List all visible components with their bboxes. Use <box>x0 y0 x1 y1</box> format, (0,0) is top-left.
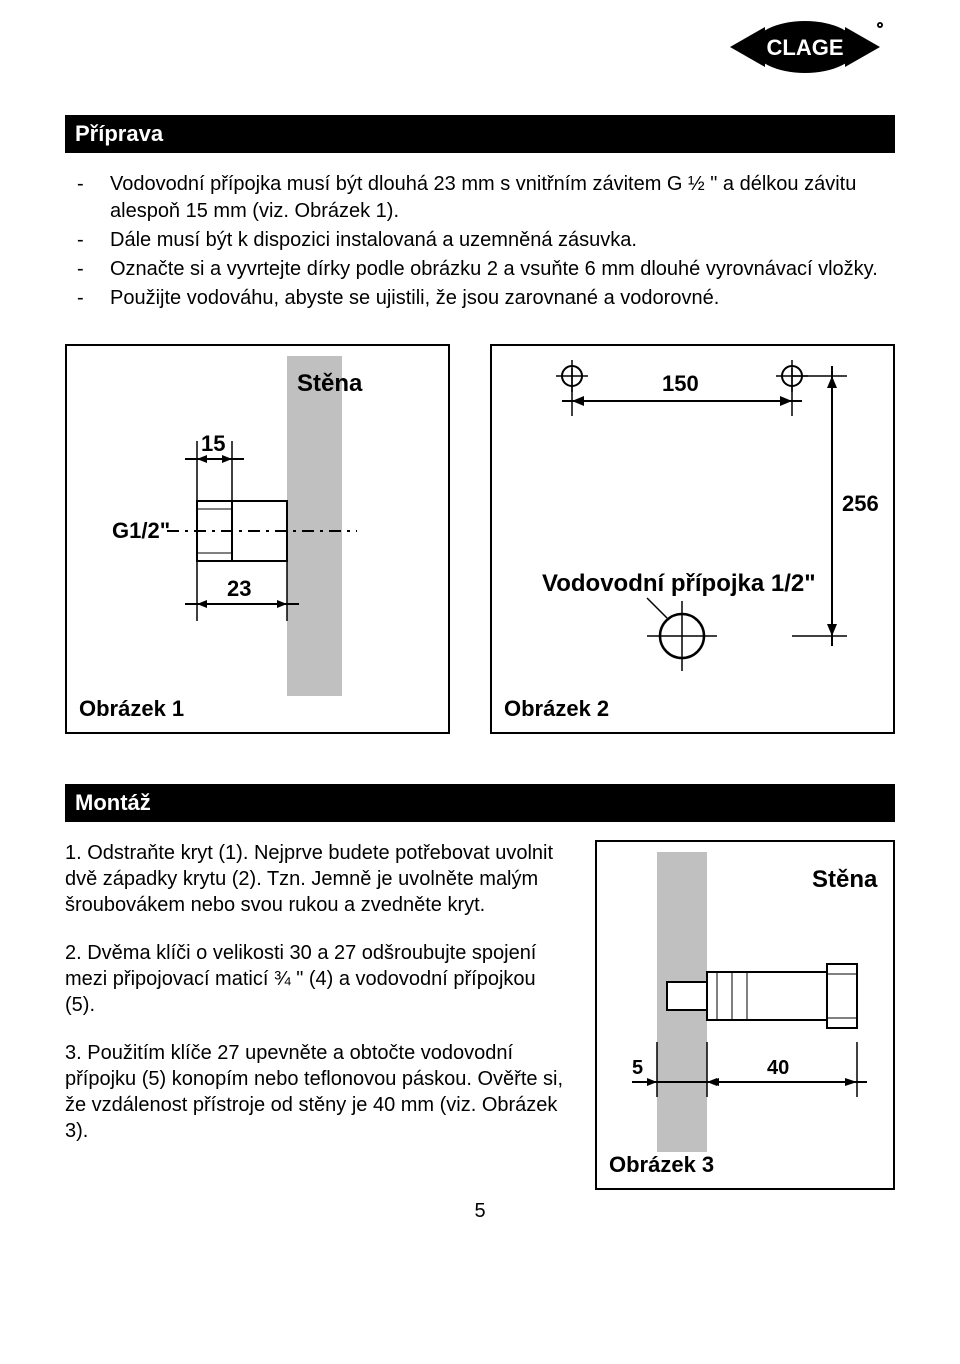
bullet-text: Označte si a vyvrtejte dírky podle obráz… <box>110 256 895 283</box>
section-montaz-title: Montáž <box>75 790 151 815</box>
svg-text:Vodovodní přípojka 1/2": Vodovodní přípojka 1/2" <box>542 570 816 597</box>
bullet-text: Použijte vodováhu, abyste se ujistili, ž… <box>110 285 895 312</box>
montaz-p1: 1. Odstraňte kryt (1). Nejprve budete po… <box>65 840 565 918</box>
bullet-item: - Použijte vodováhu, abyste se ujistili,… <box>65 285 895 312</box>
bullet-item: - Dále musí být k dispozici instalovaná … <box>65 227 895 254</box>
bullet-item: - Označte si a vyvrtejte dírky podle obr… <box>65 256 895 283</box>
svg-text:CLAGE: CLAGE <box>767 35 844 60</box>
figure-2-caption: Obrázek 2 <box>504 696 609 722</box>
montaz-text: 1. Odstraňte kryt (1). Nejprve budete po… <box>65 840 565 1190</box>
bullet-dash: - <box>65 227 110 254</box>
section-priprava-header: Příprava <box>65 115 895 153</box>
figure-3-caption: Obrázek 3 <box>609 1152 714 1178</box>
figure-3: Stěna 5 <box>595 840 895 1190</box>
montaz-row: 1. Odstraňte kryt (1). Nejprve budete po… <box>65 840 895 1190</box>
svg-text:Stěna: Stěna <box>297 370 363 397</box>
bullet-dash: - <box>65 171 110 225</box>
montaz-p2: 2. Dvěma klíči o velikosti 30 a 27 odšro… <box>65 940 565 1018</box>
svg-text:5: 5 <box>632 1057 643 1079</box>
bullet-dash: - <box>65 285 110 312</box>
bullet-text: Vodovodní přípojka musí být dlouhá 23 mm… <box>110 171 895 225</box>
svg-text:40: 40 <box>767 1057 789 1079</box>
priprava-bullets: - Vodovodní přípojka musí být dlouhá 23 … <box>65 171 895 312</box>
figure-2: 150 256 Vodovodní přípojka 1/2" <box>490 344 895 734</box>
bullet-dash: - <box>65 256 110 283</box>
figures-row: Stěna 15 <box>65 344 895 734</box>
section-priprava-title: Příprava <box>75 121 163 146</box>
page-number: 5 <box>65 1200 895 1223</box>
svg-text:23: 23 <box>227 576 251 601</box>
figure-1-caption: Obrázek 1 <box>79 696 184 722</box>
bullet-text: Dále musí být k dispozici instalovaná a … <box>110 227 895 254</box>
section-montaz-header: Montáž <box>65 784 895 822</box>
svg-text:15: 15 <box>201 431 225 456</box>
svg-text:Stěna: Stěna <box>812 866 878 893</box>
bullet-item: - Vodovodní přípojka musí být dlouhá 23 … <box>65 171 895 225</box>
montaz-p3: 3. Použitím klíče 27 upevněte a obtočte … <box>65 1040 565 1144</box>
svg-text:150: 150 <box>662 371 699 396</box>
figure-1: Stěna 15 <box>65 344 450 734</box>
brand-logo: CLAGE <box>720 15 890 80</box>
svg-text:G1/2": G1/2" <box>112 518 170 543</box>
svg-text:256: 256 <box>842 491 879 516</box>
